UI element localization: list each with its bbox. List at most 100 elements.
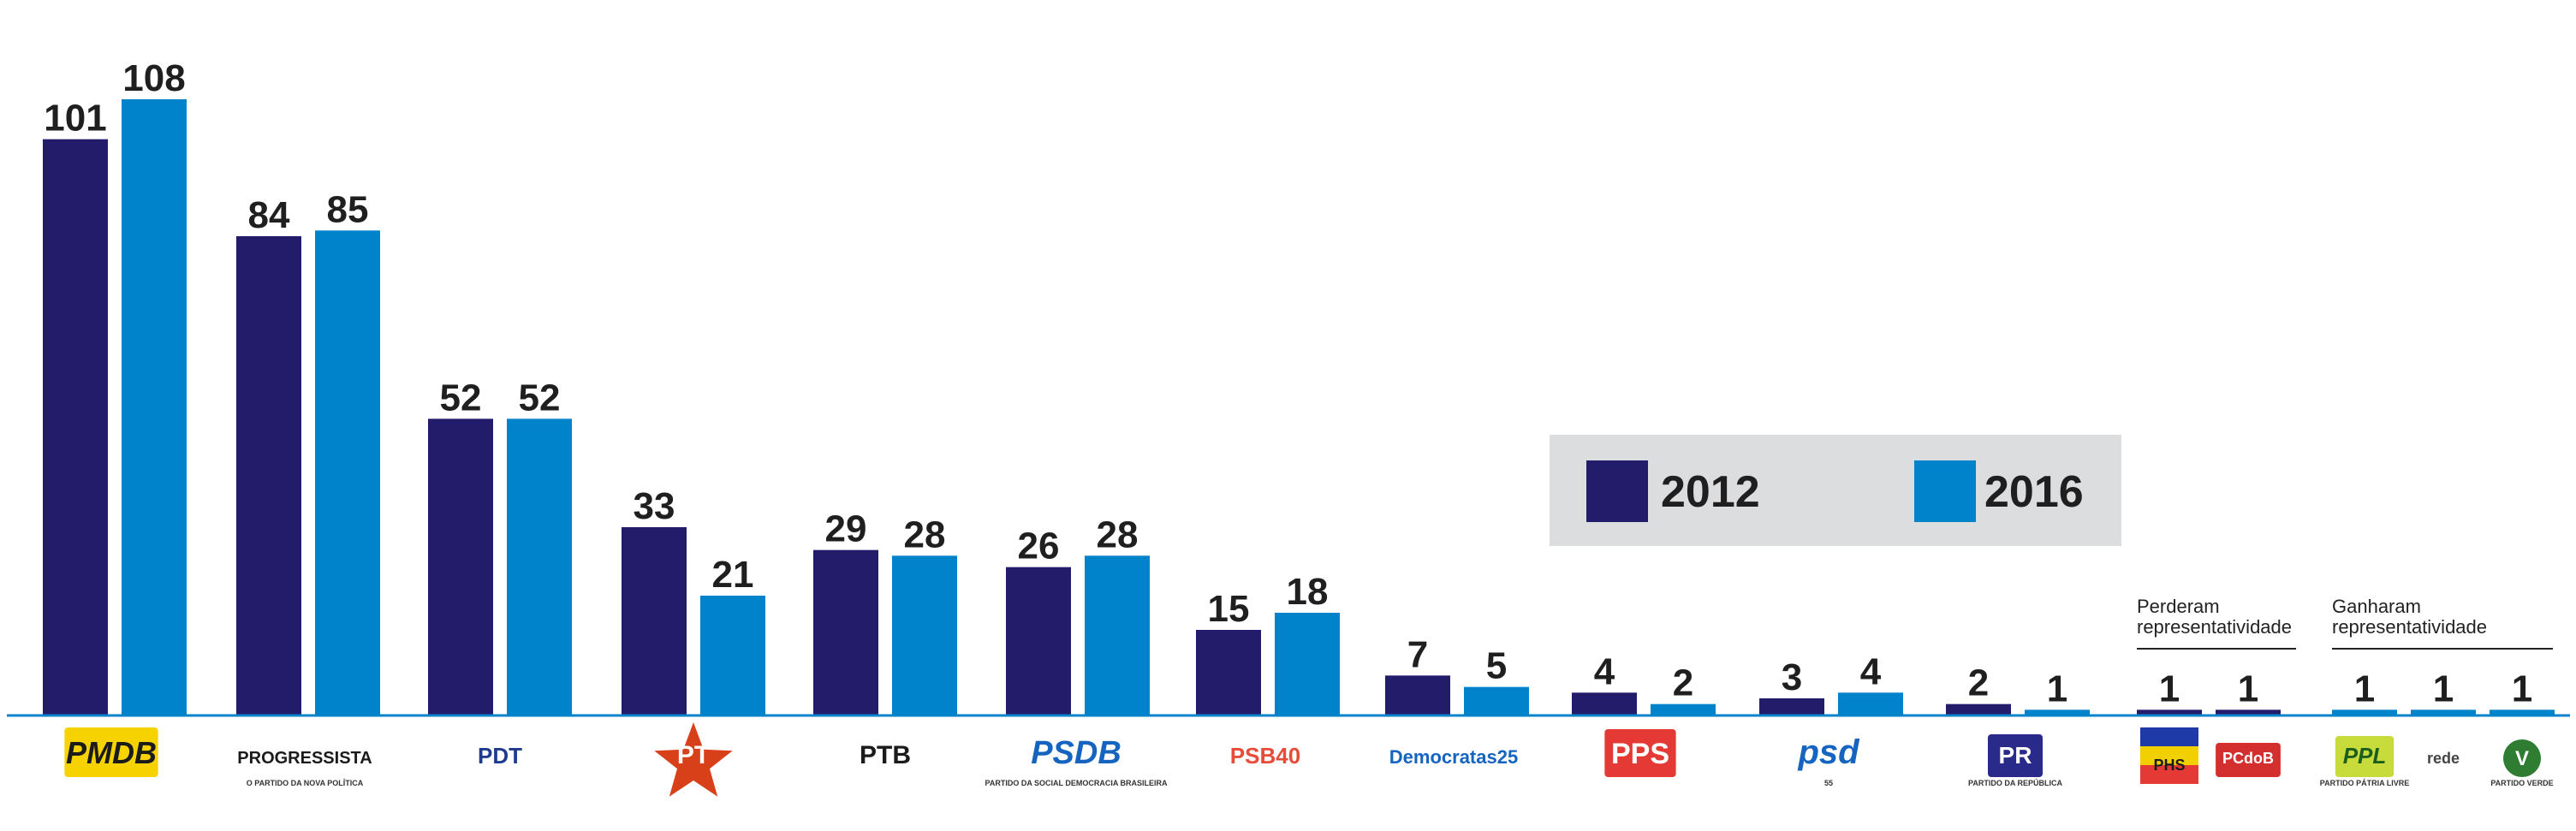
value-label-phs-2012: 1: [2159, 668, 2180, 709]
logo-subtext-psdb: PARTIDO DA SOCIAL DEMOCRACIA BRASILEIRA: [985, 779, 1168, 787]
legend-label-2012: 2012: [1661, 467, 1760, 517]
party-logos-layer: PMDB PROGRESSISTA O PARTIDO DA NOVA POLÍTI…: [64, 722, 2554, 797]
logo-text-pr: PR: [1999, 742, 2032, 769]
bar-pr-2016: [2025, 709, 2090, 715]
annotations-layer: PerderamrepresentatividadeGanharamrepres…: [2137, 596, 2553, 650]
value-label-psb40-2012: 15: [1208, 588, 1250, 630]
logo-text-ptb: PTB: [860, 741, 911, 769]
logo-text-psb40: PSB40: [1230, 743, 1300, 769]
pps-logo: PPS: [1604, 729, 1676, 777]
bar-progressista-2016: [315, 230, 380, 715]
value-label-rede-2016: 1: [2433, 668, 2454, 709]
pr-logo: PR PARTIDO DA REPÚBLICA: [1968, 734, 2063, 787]
logo-text-ppl: PPL: [2343, 743, 2387, 769]
logo-subtext-pv: PARTIDO VERDE: [2490, 779, 2553, 787]
bar-pt-2016: [700, 596, 765, 715]
annotation-0-line-0: Perderam: [2137, 596, 2220, 617]
logo-subtext-ppl: PARTIDO PÁTRIA LIVRE: [2320, 779, 2410, 787]
bar-pv-2016: [2490, 709, 2555, 715]
bar-pdt-2012: [428, 418, 493, 715]
bar-democratas25-2016: [1464, 686, 1529, 715]
logo-text-phs: PHS: [2153, 757, 2185, 774]
bar-rede-2016: [2411, 709, 2476, 715]
pt-star-logo: PT: [654, 722, 733, 797]
pv-logo: V PARTIDO VERDE: [2490, 739, 2554, 787]
logo-subtext-psd: 55: [1824, 779, 1833, 787]
logo-subtext-pr: PARTIDO DA REPÚBLICA: [1968, 778, 2063, 787]
logo-text-pt: PT: [677, 741, 710, 769]
bar-pt-2012: [622, 527, 687, 715]
bar-pps-2016: [1651, 703, 1716, 715]
pmdb-logo: PMDB: [64, 727, 158, 777]
value-label-progressista-2012: 84: [248, 194, 290, 236]
logo-text-psd: psd: [1797, 733, 1860, 771]
bar-democratas25-2012: [1385, 675, 1450, 715]
logo-text-pps: PPS: [1611, 738, 1669, 770]
bar-pdt-2016: [507, 418, 572, 715]
bar-pr-2012: [1946, 703, 2011, 715]
logo-text-pv: V: [2515, 747, 2529, 770]
value-label-ptb-2012: 29: [825, 508, 867, 550]
logo-subtext-progressista: O PARTIDO DA NOVA POLÍTICA: [247, 779, 364, 787]
value-label-pdt-2016: 52: [519, 377, 561, 418]
legend-swatch-2016: [1914, 460, 1976, 522]
bar-phs-2012: [2137, 709, 2202, 715]
bar-psd-2016: [1838, 692, 1903, 715]
logo-text-pmdb: PMDB: [66, 735, 157, 770]
psb-dove-logo: PSB40: [1230, 743, 1300, 769]
logo-text-democratas25: Democratas25: [1389, 746, 1518, 768]
logo-text-pdt: PDT: [478, 743, 522, 769]
bar-ppl-2016: [2332, 709, 2397, 715]
value-label-psdb-2016: 28: [1097, 513, 1139, 555]
bar-progressista-2012: [236, 236, 301, 715]
bar-pmdb-2012: [43, 139, 108, 715]
value-label-ptb-2016: 28: [904, 513, 946, 555]
value-label-pps-2016: 2: [1673, 662, 1693, 704]
bar-psb40-2012: [1196, 630, 1261, 715]
rede-logo: rede: [2427, 750, 2460, 767]
value-label-pmdb-2016: 108: [122, 57, 185, 99]
bar-psb40-2016: [1275, 613, 1340, 715]
psdb-logo: PSDB PARTIDO DA SOCIAL DEMOCRACIA BRASILE…: [985, 735, 1168, 787]
bar-ptb-2012: [813, 549, 878, 715]
value-label-pv-2016: 1: [2512, 668, 2532, 709]
value-label-psb40-2016: 18: [1287, 571, 1329, 613]
value-label-pr-2012: 2: [1968, 662, 1989, 704]
logo-text-rede: rede: [2427, 750, 2460, 767]
bar-psd-2012: [1759, 698, 1824, 715]
annotation-0-line-1: representatividade: [2137, 616, 2292, 638]
bar-pcdob-2012: [2216, 709, 2281, 715]
pcdob-logo: PCdoB: [2216, 743, 2281, 777]
bar-pmdb-2016: [122, 99, 187, 715]
ptb-logo: PTB: [860, 741, 911, 769]
bars-layer: [43, 99, 2555, 715]
value-label-pt-2016: 21: [712, 554, 754, 596]
value-label-pt-2012: 33: [634, 485, 675, 527]
legend-label-2016: 2016: [1984, 467, 2084, 517]
logo-text-progressista: PROGRESSISTA: [237, 749, 372, 768]
value-label-ppl-2016: 1: [2354, 668, 2375, 709]
value-label-democratas25-2012: 7: [1407, 633, 1428, 675]
psd-logo: psd 55: [1797, 733, 1860, 787]
value-label-democratas25-2016: 5: [1486, 645, 1507, 687]
value-label-pps-2012: 4: [1594, 650, 1615, 692]
value-label-psd-2012: 3: [1782, 656, 1802, 698]
ppl-logo: PPL PARTIDO PÁTRIA LIVRE: [2320, 736, 2410, 787]
annotation-1-line-0: Ganharam: [2332, 596, 2421, 617]
chart-legend: 2012 2016: [1550, 435, 2121, 546]
logo-text-psdb: PSDB: [1031, 735, 1121, 771]
value-label-psd-2016: 4: [1860, 650, 1882, 692]
value-label-pcdob-2012: 1: [2238, 668, 2258, 709]
value-label-pmdb-2012: 101: [44, 98, 106, 139]
annotation-1-line-1: representatividade: [2332, 616, 2487, 638]
democratas-tree-logo: Democratas25: [1389, 746, 1518, 768]
progressista-logo: PROGRESSISTA O PARTIDO DA NOVA POLÍTICA: [237, 749, 372, 787]
phs-flag-logo: PHS: [2140, 727, 2198, 784]
bar-psdb-2016: [1085, 555, 1150, 715]
logo-text-pcdob: PCdoB: [2222, 750, 2274, 767]
legend-swatch-2012: [1586, 460, 1648, 522]
